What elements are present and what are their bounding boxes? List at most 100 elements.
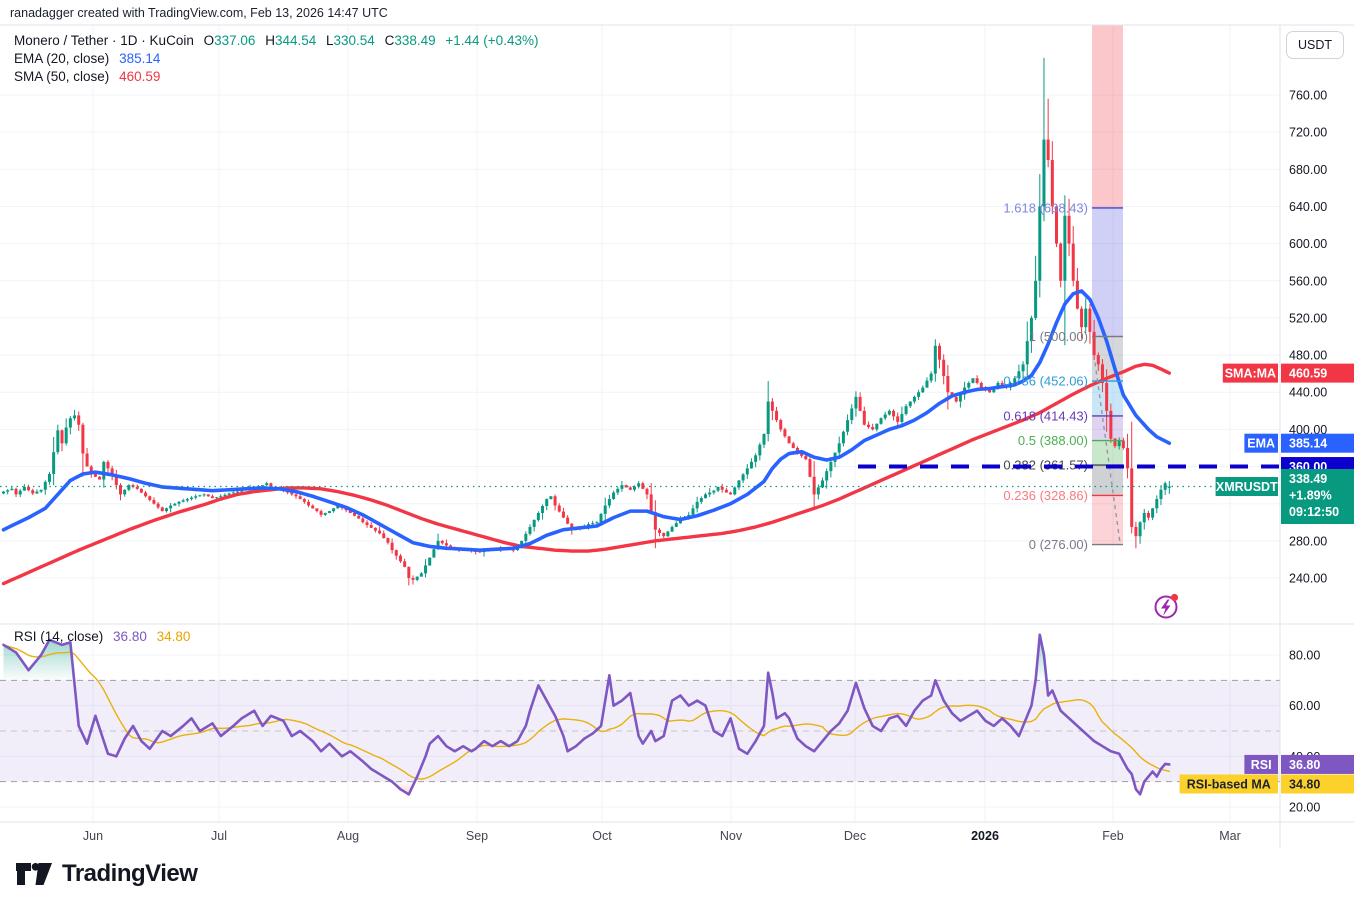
candle-body [185,499,189,501]
candle-body [954,396,958,402]
candle-body [829,461,833,472]
candle-body [315,508,319,512]
candle-body [1163,483,1167,490]
price-tick-label: 480.00 [1289,349,1327,363]
sma-badge-value-bg [1281,363,1354,383]
candle-body [641,483,645,489]
candle-body [156,503,160,508]
candle-body [294,494,298,497]
candle-body [302,499,306,502]
candle-body [39,489,43,492]
month-label: Sep [466,829,488,843]
candle-body [307,501,311,506]
candle-body [382,533,386,539]
candle-body [181,500,185,502]
candle-body [415,576,419,580]
candle-body [269,483,273,487]
candle-body [925,380,929,388]
candle-body [311,505,315,509]
candle-body [357,515,361,519]
candle-body [791,443,795,448]
candle-body [1130,468,1134,527]
candle-body [206,494,210,497]
tradingview-logo-icon [16,863,52,885]
candle-body [1151,508,1155,518]
candle-body [645,488,649,495]
candle-body [361,518,365,523]
month-label: Oct [592,829,612,843]
candle-body [98,476,102,480]
rsi-badge-label: RSI [1251,758,1272,772]
candle-body [779,420,783,430]
candle-body [1013,378,1017,383]
candle-body [896,416,900,422]
candle-body [858,396,862,411]
candle-body [290,492,294,495]
candle-body [10,488,14,491]
candle-body [31,490,35,494]
candle-body [712,490,716,493]
month-label: Aug [337,829,359,843]
candle-body [219,496,223,498]
lightning-bolt-icon [1161,599,1171,616]
flash-events-icon[interactable] [1154,593,1179,619]
candle-body [1159,489,1163,500]
candle-body [1055,206,1059,244]
tradingview-logo[interactable]: TradingView [15,860,198,888]
candle-body [1088,308,1092,332]
symbol-title: Monero / Tether · 1D · KuCoin [14,33,194,48]
symbol-badge-value: 338.49 [1289,472,1327,486]
ema20-line [1,289,1172,552]
candle-body [1046,139,1050,161]
candle-body [816,487,820,495]
candle-body [102,461,106,480]
candle-body [628,487,632,490]
candle-body [424,565,428,574]
candle-body [846,420,850,432]
price-axis[interactable]: 760.00 720.00 680.00 640.00 600.00 560.00 520.… [1289,89,1327,815]
candle-body [737,480,741,488]
fib-zone [1092,25,1123,208]
candle-body [850,408,854,421]
candle-body [64,427,68,444]
candle-body [733,487,737,495]
currency-unit-button[interactable]: USDT [1286,31,1344,59]
candle-body [68,418,72,428]
time-axis[interactable]: Jun Jul Aug Sep Oct Nov Dec 2026 Feb Mar [83,829,1241,843]
candle-body [946,375,950,393]
candle-body [879,418,883,424]
price-tick-label: 440.00 [1289,386,1327,400]
symbol-badge-value-bg [1281,469,1354,525]
candle-body [561,511,565,518]
candle-body [365,522,369,526]
candle-body [808,459,812,477]
candle-body [1050,160,1054,207]
candle-body [653,512,657,530]
candle-body [1029,317,1033,342]
candle-body [883,414,887,419]
symbol-legend-row: Monero / Tether · 1D · KuCoin O337.06 H3… [14,32,538,50]
candle-body [47,473,51,482]
candle-body [929,373,933,381]
candle-body [1105,382,1109,411]
rsi-ma-line [2,644,1171,780]
candle-body [177,501,181,504]
candle-body [971,378,975,383]
candle-body [22,486,26,491]
candle-body [56,430,60,453]
candle-body [992,387,996,393]
candle-body [766,401,770,435]
candle-body [18,490,22,495]
candle-body [795,447,799,453]
candle-body [1084,308,1088,328]
candle-body [106,461,110,469]
fib-level-label: 0.236 (328.86) [1003,488,1088,503]
flash-circle [1154,595,1178,619]
fib-zone [1092,465,1123,496]
low-value: 330.54 [333,33,375,48]
candle-body [837,443,841,453]
candle-body [549,496,553,500]
candle-body [1113,438,1117,447]
